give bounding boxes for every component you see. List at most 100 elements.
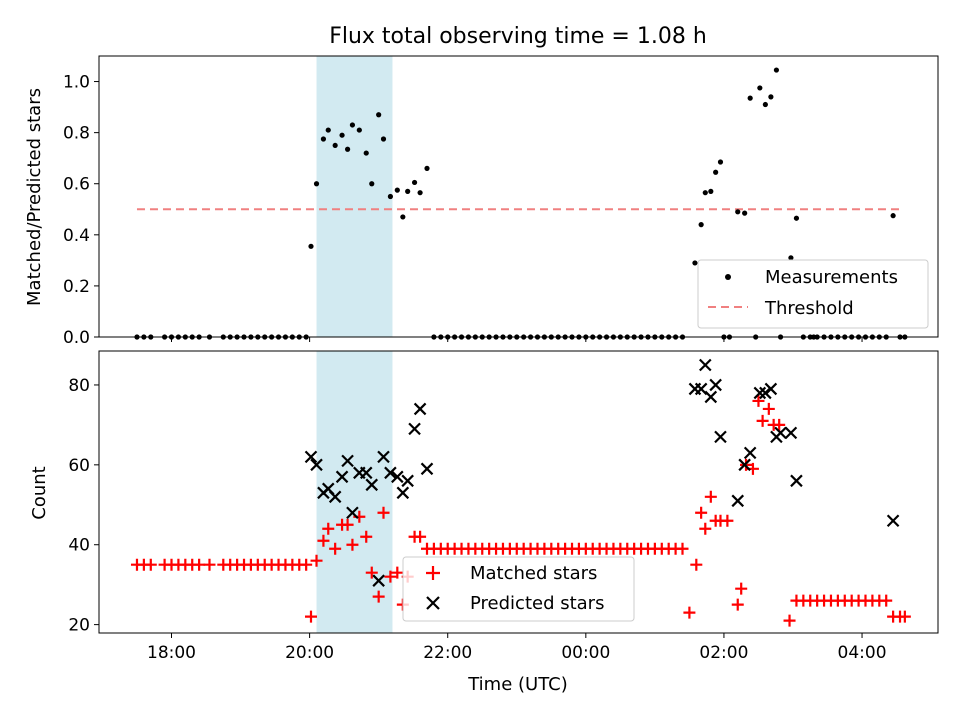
- matched-star-point: [193, 558, 206, 571]
- top-legend: Measurements Threshold: [697, 259, 929, 329]
- top-y-ticks: 0.0 0.2 0.4 0.6 0.8 1.0: [63, 73, 99, 348]
- matched-star-point: [391, 566, 404, 579]
- matched-star-point: [203, 558, 216, 571]
- y-tick-label: 20: [68, 616, 90, 636]
- measurement-point: [394, 187, 400, 193]
- measurement-point: [692, 260, 698, 266]
- matched-star-point: [304, 610, 317, 623]
- x-tick-label: 22:00: [423, 643, 472, 663]
- matched-star-point: [683, 606, 696, 619]
- matched-star-point: [690, 558, 703, 571]
- x-axis-label: Time (UTC): [467, 674, 568, 695]
- matched-star-point: [756, 414, 769, 427]
- y-tick-label: 0.2: [63, 277, 90, 297]
- measurement-point: [405, 188, 411, 194]
- predicted-star-point: [346, 506, 359, 520]
- measurement-point: [773, 67, 780, 73]
- bottom-y-axis-label: Count: [29, 466, 50, 519]
- y-tick-label: 1.0: [63, 73, 90, 93]
- bottom-shaded-interval: [316, 351, 393, 633]
- matched-star-point: [898, 610, 911, 623]
- top-shaded-interval: [316, 56, 393, 337]
- matched-star-point: [300, 558, 313, 571]
- measurement-point: [332, 142, 338, 149]
- legend-measurements-marker: [725, 274, 731, 280]
- predicted-star-point: [408, 422, 421, 436]
- measurement-point: [344, 146, 351, 152]
- measurement-point: [793, 215, 800, 221]
- measurement-point: [735, 209, 741, 215]
- measurement-point: [890, 213, 896, 219]
- matched-star-point: [704, 490, 717, 503]
- bottom-y-ticks: 20 40 60 80: [68, 376, 99, 636]
- matched-stars-points: [130, 394, 911, 627]
- predicted-star-point: [704, 390, 718, 404]
- measurement-point: [417, 190, 423, 196]
- matched-star-point: [372, 590, 385, 603]
- matched-star-point: [329, 542, 342, 555]
- measurement-point: [400, 214, 406, 220]
- measurement-point: [768, 94, 774, 100]
- measurement-point: [747, 95, 753, 101]
- matched-star-point: [322, 522, 335, 535]
- measurement-point: [363, 150, 369, 156]
- measurement-point: [698, 222, 704, 228]
- bottom-axes-frame: [98, 350, 939, 634]
- measurement-point: [424, 165, 430, 171]
- matched-star-point: [365, 566, 378, 579]
- matched-star-point: [310, 554, 323, 567]
- y-tick-label: 0.8: [63, 124, 90, 144]
- matched-star-point: [414, 530, 427, 543]
- matched-star-point: [317, 534, 330, 547]
- measurement-point: [713, 169, 719, 175]
- chart-title: Flux total observing time = 1.08 h: [329, 24, 707, 49]
- matched-star-point: [377, 506, 390, 519]
- y-tick-label: 0.6: [63, 175, 90, 195]
- bottom-legend: Matched stars Predicted stars: [402, 556, 635, 622]
- y-tick-label: 40: [68, 536, 90, 556]
- predicted-star-point: [743, 446, 757, 460]
- matched-star-point: [676, 542, 689, 555]
- predicted-star-point: [359, 466, 373, 480]
- measurement-point: [325, 127, 331, 133]
- predicted-star-point: [790, 474, 803, 488]
- measurement-point: [717, 159, 724, 165]
- predicted-star-point: [784, 426, 798, 440]
- top-panel: 0.0 0.2 0.4 0.6 0.8 1.0 Flux total observing …: [24, 24, 939, 348]
- predicted-star-point: [384, 466, 397, 480]
- measurement-point: [762, 101, 768, 108]
- measurement-point: [387, 193, 394, 200]
- measurement-point: [356, 127, 362, 133]
- predicted-star-point: [694, 382, 708, 396]
- predicted-star-point: [774, 426, 787, 440]
- measurement-point: [308, 243, 314, 249]
- predicted-star-point: [377, 450, 390, 464]
- matched-star-point: [341, 518, 354, 531]
- legend-matched-label: Matched stars: [470, 563, 597, 584]
- matched-star-point: [773, 418, 786, 431]
- x-tick-label: 00:00: [561, 643, 610, 663]
- top-legend-box: [697, 259, 929, 329]
- matched-star-point: [762, 402, 775, 415]
- predicted-star-point: [304, 450, 318, 464]
- y-tick-label: 60: [68, 456, 90, 476]
- legend-threshold-label: Threshold: [764, 298, 854, 319]
- legend-matched-marker: [426, 566, 440, 580]
- predicted-star-point: [886, 514, 900, 528]
- predicted-star-point: [396, 486, 410, 500]
- measurement-point: [702, 190, 708, 196]
- x-tick-label: 04:00: [838, 643, 887, 663]
- predicted-star-point: [699, 358, 712, 372]
- matched-star-point: [346, 538, 359, 551]
- predicted-star-point: [413, 402, 427, 416]
- measurement-point: [411, 179, 418, 186]
- measurement-point: [380, 136, 387, 142]
- x-tick-label: 02:00: [699, 643, 748, 663]
- bottom-legend-box: [402, 556, 635, 622]
- measurement-point: [320, 136, 327, 142]
- predicted-star-point: [714, 430, 727, 444]
- predicted-star-point: [738, 458, 751, 472]
- measurement-point: [757, 85, 763, 91]
- y-tick-label: 0.0: [63, 328, 90, 348]
